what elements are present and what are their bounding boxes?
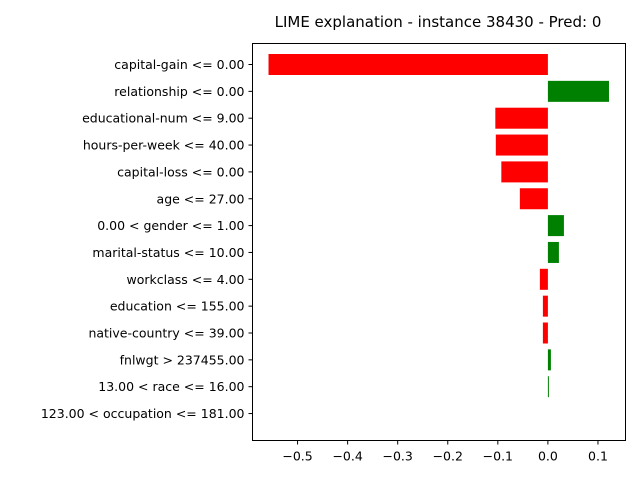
y-tick-label-11: fnlwgt > 237455.00 xyxy=(120,352,245,367)
y-tick-label-7: marital-status <= 10.00 xyxy=(92,245,244,260)
bar-5 xyxy=(519,188,548,210)
y-tick-label-2: educational-num <= 9.00 xyxy=(82,111,244,126)
bar-2 xyxy=(495,107,548,129)
y-tick-label-4: capital-loss <= 0.00 xyxy=(117,164,244,179)
y-tick-label-6: 0.00 < gender <= 1.00 xyxy=(97,218,244,233)
y-tick-label-13: 123.00 < occupation <= 181.00 xyxy=(41,406,245,421)
x-tick-label-1: −0.4 xyxy=(332,449,362,464)
bars-group xyxy=(268,54,609,398)
y-tick-label-12: 13.00 < race <= 16.00 xyxy=(98,379,244,394)
bar-10 xyxy=(542,322,548,344)
plot-frame xyxy=(252,43,626,441)
y-tick-label-8: workclass <= 4.00 xyxy=(126,272,244,287)
x-tick-label-0: −0.5 xyxy=(282,449,312,464)
y-tick-label-0: capital-gain <= 0.00 xyxy=(114,57,244,72)
bar-7 xyxy=(547,241,559,263)
y-tick-label-5: age <= 27.00 xyxy=(157,191,245,206)
x-ticks: −0.5 −0.4 −0.3 −0.2 −0.1 0.0 0.1 xyxy=(282,440,608,464)
y-tick-label-3: hours-per-week <= 40.00 xyxy=(83,138,245,153)
x-tick-label-2: −0.3 xyxy=(383,449,413,464)
bar-0 xyxy=(268,54,548,75)
y-tick-label-10: native-country <= 39.00 xyxy=(88,326,244,341)
bar-6 xyxy=(547,215,564,237)
bar-1 xyxy=(547,80,609,102)
x-tick-label-4: −0.1 xyxy=(483,449,513,464)
x-tick-label-3: −0.2 xyxy=(433,449,463,464)
bar-4 xyxy=(501,161,548,183)
x-tick-label-6: 0.1 xyxy=(588,449,608,464)
y-tick-labels: capital-gain <= 0.00 relationship <= 0.00… xyxy=(41,57,253,421)
chart-title: LIME explanation - instance 38430 - Pred… xyxy=(275,13,602,31)
bar-11 xyxy=(547,349,551,371)
bar-3 xyxy=(495,134,548,156)
bar-8 xyxy=(539,268,548,290)
x-tick-label-5: 0.0 xyxy=(538,449,558,464)
y-tick-label-1: relationship <= 0.00 xyxy=(114,84,244,99)
bar-12 xyxy=(547,376,549,398)
y-tick-label-9: education <= 155.00 xyxy=(110,299,245,314)
bar-9 xyxy=(542,295,548,317)
